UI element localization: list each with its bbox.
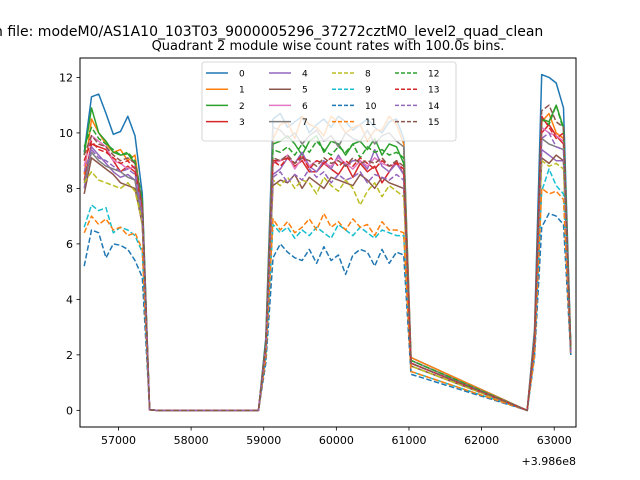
y-tick-label: 8: [66, 182, 73, 195]
legend-label-4: 4: [302, 70, 308, 80]
legend-label-11: 11: [365, 118, 376, 128]
legend-label-5: 5: [302, 86, 308, 96]
y-tick-label: 2: [66, 349, 73, 362]
y-tick-label: 10: [59, 127, 73, 140]
x-tick-label: 62000: [464, 434, 499, 447]
y-tick-label: 4: [66, 293, 73, 306]
y-tick-label: 6: [66, 238, 73, 251]
axes-frame: [79, 57, 577, 428]
series-line-2: [83, 104, 572, 412]
legend-label-7: 7: [302, 118, 308, 128]
series-line-11: [83, 187, 572, 412]
x-tick-label: 59000: [246, 434, 281, 447]
series-line-12: [83, 104, 572, 412]
series-line-9: [83, 168, 572, 412]
plot-area: [83, 73, 572, 412]
series-line-3: [83, 123, 572, 412]
series-line-8: [83, 159, 572, 412]
series-line-14: [83, 132, 572, 412]
legend-label-6: 6: [302, 102, 308, 112]
x-tick-label: 58000: [174, 434, 209, 447]
legend-label-12: 12: [428, 70, 439, 80]
figure-suptitle: n file: modeM0/AS1A10_103T03_9000005296_…: [0, 24, 543, 40]
x-axis: 57000 58000 59000 60000 61000 62000 63000: [101, 427, 572, 447]
legend-label-8: 8: [365, 70, 371, 80]
legend-label-14: 14: [428, 102, 440, 112]
legend-label-13: 13: [428, 86, 439, 96]
series-line-6: [83, 126, 572, 412]
legend-label-0: 0: [239, 70, 245, 80]
series-line-7: [83, 126, 572, 412]
x-offset-label: +3.986e8: [522, 455, 576, 468]
x-tick-label: 57000: [101, 434, 136, 447]
chart-title: Quadrant 2 module wise count rates with …: [152, 39, 505, 54]
legend-frame: [201, 61, 457, 142]
x-tick-label: 61000: [391, 434, 426, 447]
y-axis: 0 2 4 6 8 10 12: [59, 71, 80, 417]
series-line-5: [83, 154, 572, 412]
x-tick-label: 60000: [319, 434, 354, 447]
legend-label-10: 10: [365, 102, 377, 112]
series-line-10: [83, 212, 572, 412]
y-tick-label: 0: [66, 404, 73, 417]
series-line-15: [83, 104, 572, 412]
legend-label-9: 9: [365, 86, 371, 96]
legend-label-3: 3: [239, 118, 245, 128]
series-line-1: [83, 112, 572, 412]
legend-label-1: 1: [239, 86, 245, 96]
y-tick-label: 12: [59, 71, 73, 84]
series-line-4: [83, 146, 572, 412]
x-tick-label: 63000: [537, 434, 572, 447]
legend-label-15: 15: [428, 118, 439, 128]
legend-label-2: 2: [239, 102, 245, 112]
